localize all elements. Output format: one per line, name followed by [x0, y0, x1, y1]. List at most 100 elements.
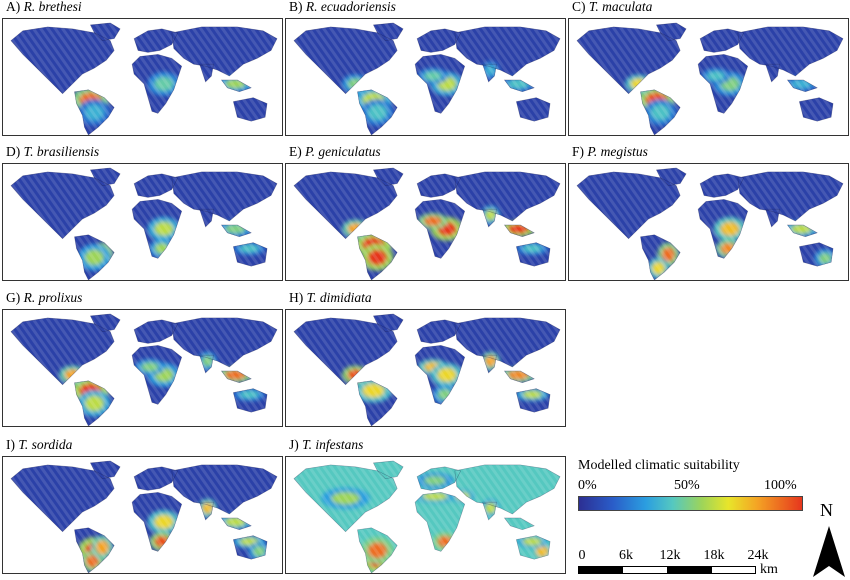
panel-label: I) T. sordida: [6, 437, 72, 453]
hatch-overlay: [10, 167, 278, 280]
panel-species: P. megistus: [587, 144, 648, 159]
continent-south-america: [74, 527, 115, 573]
continent-australia: [515, 97, 551, 122]
continent-greenland: [89, 22, 121, 41]
world-map: [293, 313, 561, 426]
panel-label: G) R. prolixus: [6, 290, 82, 306]
legend-title: Modelled climatic suitability: [578, 458, 740, 473]
hatch-overlay: [10, 460, 278, 573]
world-map: [293, 460, 561, 573]
continent-asia: [171, 171, 278, 222]
panel-letter: C): [572, 0, 589, 14]
world-map: [576, 22, 844, 135]
continent-asia: [171, 317, 278, 368]
panel-letter: I): [6, 437, 19, 452]
panel-letter: F): [572, 144, 588, 159]
continent-india: [199, 63, 214, 83]
continent-south-america: [357, 380, 398, 426]
legend-tick-max: 100%: [764, 478, 797, 493]
continent-india: [199, 208, 214, 228]
continent-europe: [699, 173, 745, 198]
continent-india: [765, 208, 780, 228]
continent-south-america: [640, 89, 681, 135]
continent-north-america: [576, 171, 681, 240]
land-layer: [576, 167, 844, 280]
continent-north-america: [10, 317, 115, 386]
continent-asia: [737, 26, 844, 77]
hatch-overlay: [10, 22, 278, 135]
panel-letter: B): [289, 0, 306, 14]
legend-tick-min: 0%: [578, 478, 597, 493]
continent-india: [482, 354, 497, 374]
continent-greenland: [372, 167, 404, 186]
map-frame: [568, 163, 849, 281]
world-map: [576, 167, 844, 280]
map-frame: [2, 18, 283, 136]
map-panel: A) R. brethesi: [2, 0, 283, 136]
panel-label: J) T. infestans: [289, 437, 363, 453]
panel-species: R. brethesi: [23, 0, 82, 14]
continent-north-america: [576, 26, 681, 95]
continent-sea-islands: [503, 79, 535, 93]
continent-india: [482, 501, 497, 521]
world-map: [293, 167, 561, 280]
map-frame: [285, 309, 566, 427]
legend-tick-mid: 50%: [674, 478, 700, 493]
continent-greenland: [655, 167, 687, 186]
continent-india: [199, 354, 214, 374]
continent-sea-islands: [786, 79, 818, 93]
continent-africa: [131, 492, 183, 552]
suitability-legend: Modelled climatic suitability 0% 50% 100…: [578, 458, 808, 511]
continent-india: [482, 208, 497, 228]
scale-tick-3: 18k: [703, 548, 725, 563]
panel-species: T. sordida: [18, 437, 73, 452]
hatch-overlay: [576, 167, 844, 280]
panel-species: T. infestans: [302, 437, 364, 452]
land-layer: [293, 460, 561, 573]
land-layer: [10, 167, 278, 280]
continent-europe: [416, 466, 462, 491]
continent-sea-islands: [503, 517, 535, 531]
continent-greenland: [372, 460, 404, 479]
hatch-overlay: [293, 313, 561, 426]
world-map: [10, 167, 278, 280]
continent-india: [765, 63, 780, 83]
panel-label: F) P. megistus: [572, 144, 648, 160]
continent-asia: [454, 26, 561, 77]
map-frame: [285, 456, 566, 574]
panel-species: R. prolixus: [23, 290, 83, 305]
continent-africa: [414, 345, 466, 405]
map-panel: E) P. geniculatus: [285, 144, 566, 281]
continent-africa: [414, 492, 466, 552]
scale-segment: [667, 567, 712, 573]
continent-australia: [798, 97, 834, 122]
panel-letter: H): [289, 290, 307, 305]
continent-greenland: [89, 460, 121, 479]
north-arrow-icon: [813, 526, 845, 577]
map-frame: [568, 18, 849, 136]
continent-sea-islands: [220, 79, 252, 93]
scale-ticks: 0 6k 12k 18k 24k: [578, 548, 788, 564]
continent-africa: [131, 345, 183, 405]
continent-australia: [232, 388, 268, 413]
continent-asia: [171, 464, 278, 515]
scale-tick-2: 12k: [659, 548, 681, 563]
map-panel: D) T. brasiliensis: [2, 144, 283, 281]
continent-europe: [133, 466, 179, 491]
continent-sea-islands: [786, 224, 818, 238]
continent-africa: [414, 54, 466, 114]
continent-south-america: [640, 234, 681, 280]
north-arrow: N: [808, 500, 850, 580]
panel-letter: E): [289, 144, 306, 159]
continent-asia: [454, 464, 561, 515]
panel-label: H) T. dimidiata: [289, 290, 372, 306]
continent-europe: [133, 319, 179, 344]
scale-tick-0: 0: [578, 548, 586, 563]
continent-africa: [131, 199, 183, 259]
panel-letter: D): [6, 144, 24, 159]
continent-south-america: [74, 234, 115, 280]
map-frame: [2, 163, 283, 281]
world-map: [10, 22, 278, 135]
land-layer: [293, 313, 561, 426]
continent-sea-islands: [220, 517, 252, 531]
